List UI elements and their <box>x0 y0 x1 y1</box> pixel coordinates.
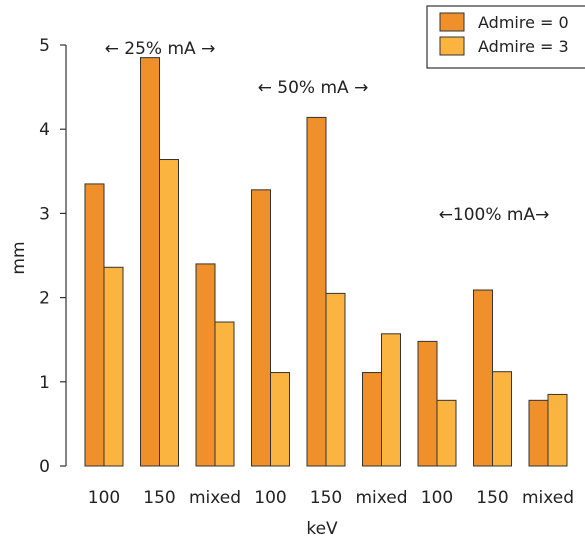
bar-admire-3 <box>492 371 512 467</box>
y-tick-label: 5 <box>39 36 50 56</box>
bar-admire-0 <box>362 372 382 467</box>
bar-admire-3 <box>547 393 568 467</box>
x-tick-label: 150 <box>310 488 342 508</box>
legend-label: Admire = 3 <box>478 37 569 56</box>
y-tick-label: 0 <box>39 457 50 477</box>
annotations: ← 25% mA → ← 50% mA → ←100% mA→ <box>105 39 550 225</box>
bar-admire-3 <box>159 159 179 467</box>
legend-swatch <box>439 36 465 56</box>
x-tick-label: 150 <box>476 488 508 508</box>
group-annotation: ← 50% mA → <box>258 78 369 98</box>
group-annotation: ← 25% mA → <box>105 39 216 59</box>
group-annotation: ←100% mA→ <box>439 205 550 225</box>
bar-admire-0 <box>473 289 493 467</box>
bar-admire-3 <box>381 333 401 467</box>
bar-admire-0 <box>195 263 216 467</box>
x-tick-label: mixed <box>189 488 241 508</box>
bar-admire-3 <box>325 292 346 467</box>
x-tick-label: mixed <box>522 488 574 508</box>
x-tick-label: 150 <box>143 488 175 508</box>
bar-admire-0 <box>251 189 271 467</box>
x-axis-title: keV <box>306 519 338 539</box>
bar-admire-0 <box>417 340 438 467</box>
y-axis-title: mm <box>9 241 29 274</box>
bar-admire-3 <box>436 399 457 467</box>
x-tick-labels: 100 150 mixed 100 150 mixed 100 150 mixed <box>88 488 574 508</box>
bar-admire-3 <box>214 321 235 467</box>
y-tick-label: 4 <box>39 120 50 140</box>
bar-admire-0 <box>528 399 549 467</box>
x-tick-label: mixed <box>355 488 407 508</box>
bar-admire-0 <box>84 183 105 467</box>
bar-admire-0 <box>140 57 160 467</box>
y-tick-label: 3 <box>39 204 50 224</box>
x-tick-label: 100 <box>88 488 120 508</box>
y-tick-label: 1 <box>39 373 50 393</box>
legend-swatch <box>439 12 465 32</box>
bars <box>84 57 568 467</box>
y-axis: 0 1 2 3 4 5 <box>39 36 67 477</box>
bar-admire-3 <box>103 266 124 467</box>
bar-admire-3 <box>270 372 290 467</box>
bar-admire-0 <box>306 116 327 467</box>
legend: Admire = 0 Admire = 3 <box>426 5 585 69</box>
y-tick-label: 2 <box>39 289 50 309</box>
legend-label: Admire = 0 <box>478 13 569 32</box>
x-tick-label: 100 <box>421 488 453 508</box>
x-tick-label: 100 <box>254 488 286 508</box>
